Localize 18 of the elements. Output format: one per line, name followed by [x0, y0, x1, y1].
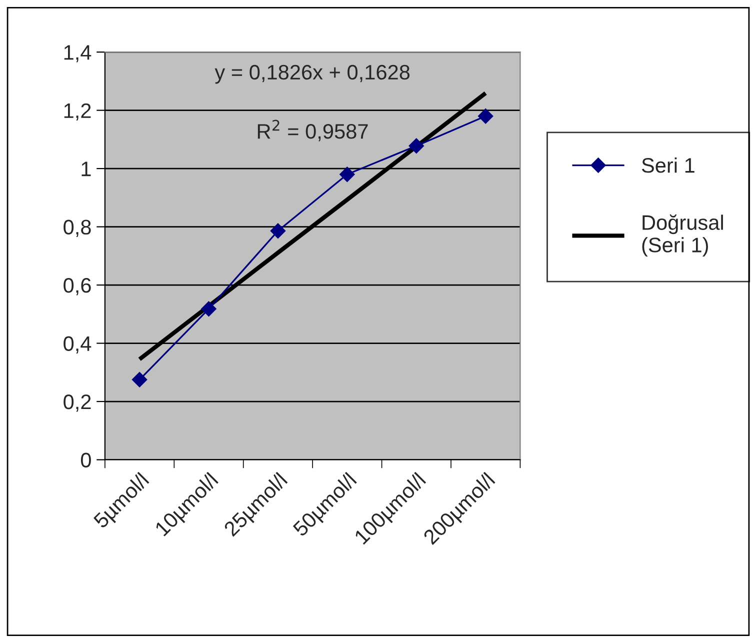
legend-label: Doğrusal (Seri 1) [642, 214, 723, 257]
annotation: y = 0,1826x + 0,1628 [214, 64, 410, 84]
point [201, 301, 216, 316]
y-tick-label: 0,4 [64, 336, 92, 354]
y-tick-label: 1,2 [64, 103, 91, 121]
y-tick-label: 0 [80, 452, 91, 468]
point [478, 108, 494, 124]
y-tick-label: 1 [82, 162, 91, 176]
point [270, 223, 286, 238]
y-tick-label: 0,2 [64, 394, 91, 412]
point [408, 138, 424, 154]
point [340, 166, 355, 182]
point [132, 372, 148, 388]
legend-label: Seri 1 [642, 157, 694, 173]
annotation: R$^{2}$ = 0,9587 [258, 120, 368, 142]
y-tick-label: 0,8 [64, 220, 91, 238]
y-tick-label: 1,4 [64, 45, 92, 62]
y-tick-label: 0,6 [64, 278, 91, 296]
